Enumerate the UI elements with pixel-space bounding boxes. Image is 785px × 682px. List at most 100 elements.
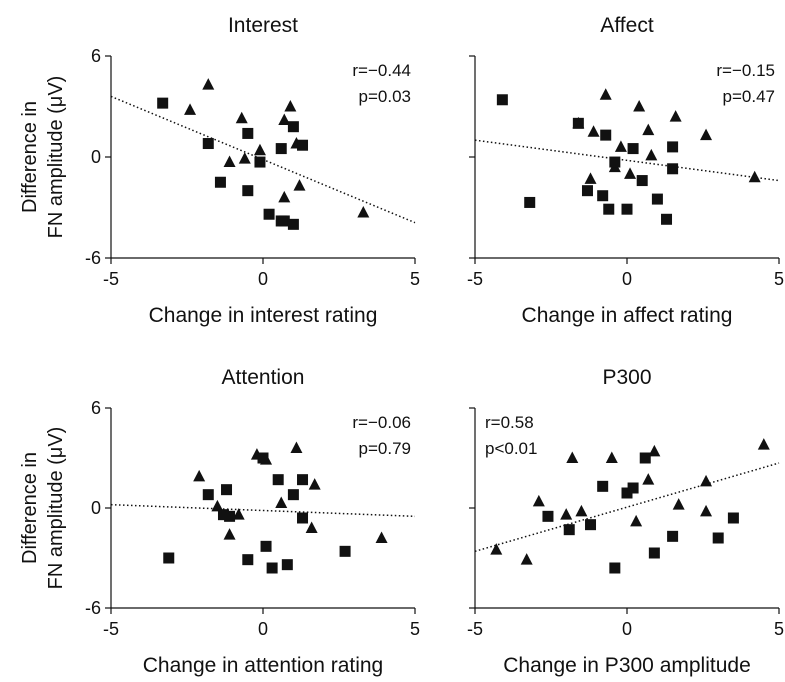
data-point-square — [221, 484, 233, 496]
data-point-triangle — [642, 473, 655, 485]
data-point-square — [214, 176, 226, 188]
x-tick-label: 0 — [622, 619, 632, 639]
data-point-triangle — [184, 103, 197, 115]
data-point-square — [163, 552, 175, 564]
data-point-square — [661, 213, 673, 225]
data-point-triangle — [672, 498, 685, 510]
data-point-triangle — [566, 451, 579, 463]
data-point-triangle — [223, 155, 236, 168]
data-point-triangle — [238, 152, 251, 164]
chart-title: Attention — [222, 366, 305, 389]
y-tick-label: 6 — [91, 46, 101, 66]
chart-title: Affect — [600, 14, 653, 37]
data-point-square — [651, 193, 663, 205]
data-point-square — [597, 190, 609, 202]
y-axis-title-1: Difference in FN amplitude (μV) — [19, 76, 67, 239]
data-point-square — [297, 474, 309, 486]
stat-label: p<0.01 — [485, 439, 537, 458]
data-point-triangle — [587, 125, 600, 137]
data-point-triangle — [648, 444, 661, 457]
data-point-square — [581, 185, 593, 197]
data-point-triangle — [584, 172, 597, 184]
data-point-square — [260, 540, 272, 552]
data-point-square — [242, 185, 254, 197]
data-point-square — [609, 156, 621, 168]
data-point-square — [297, 139, 309, 151]
data-point-triangle — [599, 88, 612, 100]
data-point-triangle — [232, 508, 245, 520]
data-point-square — [597, 480, 609, 492]
data-point-triangle — [700, 474, 713, 487]
data-point-square — [281, 559, 293, 571]
data-point-square — [609, 562, 621, 574]
x-tick-label: 0 — [258, 269, 268, 289]
data-point-triangle — [278, 190, 291, 203]
chart-panel-3: Attention 6 0 -6-5 0 5 Change in attention rat… — [85, 366, 420, 677]
y-tick-label: 0 — [91, 498, 101, 518]
data-point-square — [339, 545, 351, 557]
y-tick-label: -6 — [85, 598, 101, 618]
data-point-triangle — [290, 441, 303, 453]
chart-panel-1: Interest 6 0 -6-5 0 5 Change in interest ratin… — [85, 14, 420, 327]
data-point-square — [603, 203, 615, 215]
data-point-square — [157, 97, 169, 109]
data-point-square — [263, 208, 275, 220]
data-point-triangle — [614, 140, 627, 152]
data-point-square — [563, 524, 575, 536]
y-axis-title-line2: FN amplitude (μV) — [45, 427, 67, 590]
data-point-square — [621, 203, 633, 215]
data-point-triangle — [642, 123, 655, 136]
data-point-triangle — [278, 113, 291, 125]
chart-panel-4: P300 -5 0 5 Change in P300 amplitude r=0.58 p<… — [467, 366, 784, 677]
data-point-square — [667, 530, 679, 542]
data-point-triangle — [305, 521, 318, 533]
data-point-triangle — [284, 100, 297, 112]
trendline — [474, 139, 780, 182]
data-point-square — [287, 489, 299, 501]
y-axis-title-line2: FN amplitude (μV) — [45, 76, 67, 239]
stat-label: p=0.47 — [723, 87, 775, 106]
data-point-triangle — [630, 514, 643, 527]
data-point-triangle — [308, 478, 321, 490]
data-point-triangle — [223, 528, 236, 540]
data-point-square — [667, 141, 679, 153]
x-tick-label: 5 — [774, 619, 784, 639]
data-point-square — [275, 143, 287, 155]
stat-label: r=−0.44 — [352, 61, 411, 80]
data-point-square — [600, 129, 612, 141]
x-tick-label: 5 — [410, 619, 420, 639]
data-point-square — [266, 562, 278, 574]
data-point-triangle — [193, 469, 206, 482]
data-point-square — [496, 94, 508, 106]
data-point-square — [287, 218, 299, 230]
stat-label: p=0.03 — [359, 87, 411, 106]
data-point-triangle — [235, 111, 248, 124]
data-point-square — [621, 487, 633, 499]
data-point-triangle — [633, 100, 646, 112]
data-point-square — [202, 138, 214, 150]
data-point-triangle — [202, 78, 215, 90]
x-tick-label: 5 — [774, 269, 784, 289]
x-tick-label: -5 — [103, 619, 119, 639]
stat-label: r=0.58 — [485, 413, 534, 432]
data-point-triangle — [375, 531, 388, 543]
trendline — [474, 462, 780, 553]
chart-title: P300 — [602, 366, 651, 389]
data-point-square — [254, 156, 266, 168]
data-point-square — [585, 519, 597, 531]
y-tick-label: -6 — [85, 248, 101, 268]
data-point-square — [667, 163, 679, 175]
data-point-square — [636, 175, 648, 187]
stat-label: r=−0.06 — [352, 413, 411, 432]
y-tick-label: 6 — [91, 398, 101, 418]
trendline — [110, 503, 416, 518]
data-point-triangle — [700, 504, 713, 517]
data-point-triangle — [748, 170, 761, 183]
x-axis-title: Change in P300 amplitude — [503, 654, 751, 677]
x-tick-label: -5 — [467, 619, 483, 639]
data-point-triangle — [253, 143, 266, 156]
data-point-square — [287, 121, 299, 133]
data-point-square — [712, 532, 724, 544]
data-point-triangle — [211, 499, 224, 512]
